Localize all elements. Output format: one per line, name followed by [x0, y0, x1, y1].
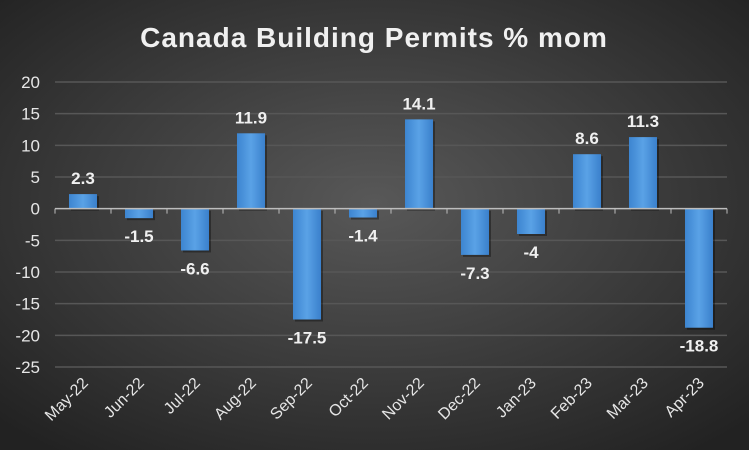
bar — [517, 208, 545, 234]
data-label: -6.6 — [180, 259, 209, 278]
bar — [181, 208, 209, 251]
data-label: 11.3 — [627, 112, 659, 131]
y-tick-label: 10 — [21, 136, 40, 155]
y-tick-label: 0 — [31, 200, 40, 219]
data-label: -1.5 — [124, 227, 153, 246]
bar — [237, 133, 265, 209]
data-label: 8.6 — [575, 129, 599, 148]
bar — [69, 194, 97, 209]
y-tick-label: -15 — [15, 295, 40, 314]
bar — [293, 208, 321, 320]
bar — [125, 208, 153, 219]
bar — [573, 154, 601, 209]
data-label: 2.3 — [71, 169, 95, 188]
bar — [349, 208, 377, 218]
data-label: -7.3 — [460, 264, 489, 283]
y-tick-label: 15 — [21, 105, 40, 124]
chart-title: Canada Building Permits % mom — [140, 22, 608, 53]
y-tick-label: -20 — [15, 326, 40, 345]
data-label: 11.9 — [235, 108, 267, 127]
data-label: -18.8 — [680, 337, 719, 356]
bar — [405, 119, 433, 209]
bar — [461, 208, 489, 255]
data-label: -17.5 — [288, 329, 327, 348]
y-tick-label: 20 — [21, 73, 40, 92]
y-tick-label: -25 — [15, 358, 40, 377]
bar — [685, 208, 713, 328]
bar — [629, 137, 657, 209]
y-tick-label: -10 — [15, 263, 40, 282]
data-label: -4 — [523, 243, 539, 262]
y-tick-label: -5 — [25, 231, 40, 250]
data-label: 14.1 — [402, 94, 435, 113]
y-tick-label: 5 — [31, 168, 40, 187]
data-label: -1.4 — [348, 227, 378, 246]
